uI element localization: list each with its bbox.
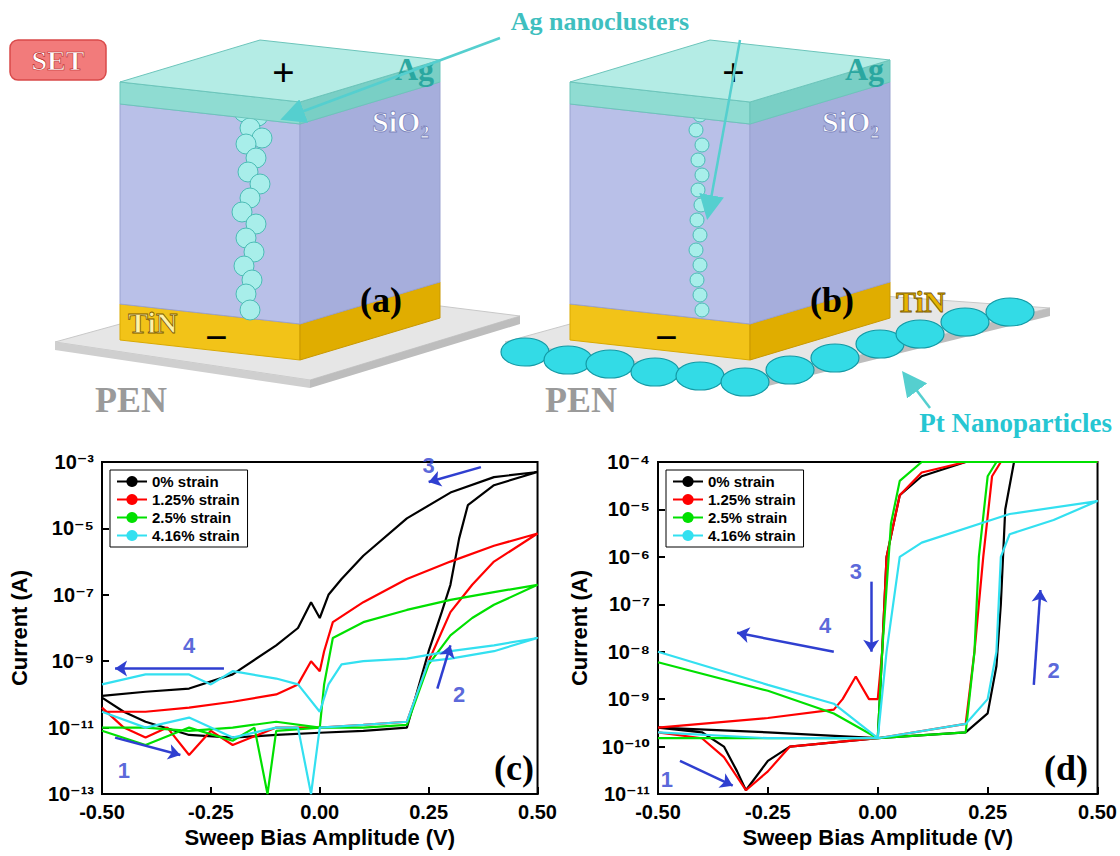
svg-text:0.00: 0.00 — [300, 801, 339, 823]
svg-text:0% strain: 0% strain — [708, 473, 775, 490]
svg-text:4.16% strain: 4.16% strain — [152, 527, 240, 544]
svg-text:0.25: 0.25 — [409, 801, 448, 823]
svg-text:PEN: PEN — [545, 380, 617, 420]
svg-text:10⁻⁵: 10⁻⁵ — [608, 498, 650, 520]
svg-text:Ag nanoclusters: Ag nanoclusters — [511, 7, 689, 36]
svg-text:Ag: Ag — [395, 51, 435, 87]
svg-text:4: 4 — [819, 613, 832, 638]
svg-text:4: 4 — [183, 633, 196, 658]
svg-text:Current (A): Current (A) — [567, 570, 592, 686]
svg-text:TiN: TiN — [896, 285, 946, 318]
svg-text:10⁻⁶: 10⁻⁶ — [608, 546, 650, 568]
svg-text:2: 2 — [1047, 658, 1059, 683]
svg-text:−: − — [205, 315, 228, 360]
svg-text:TiN: TiN — [128, 306, 178, 339]
svg-text:10⁻⁹: 10⁻⁹ — [608, 688, 650, 710]
svg-text:SiO₂: SiO₂ — [822, 105, 879, 138]
svg-text:10⁻⁷: 10⁻⁷ — [609, 593, 650, 615]
svg-text:SET: SET — [32, 45, 85, 76]
svg-text:10⁻¹³: 10⁻¹³ — [47, 783, 94, 805]
svg-text:1.25% strain: 1.25% strain — [708, 491, 796, 508]
svg-text:10⁻⁹: 10⁻⁹ — [52, 650, 94, 672]
svg-text:10⁻⁵: 10⁻⁵ — [52, 517, 94, 539]
svg-text:(c): (c) — [494, 748, 534, 788]
svg-text:Current (A): Current (A) — [7, 570, 32, 686]
svg-text:10⁻⁸: 10⁻⁸ — [608, 641, 650, 663]
svg-text:10⁻¹¹: 10⁻¹¹ — [603, 783, 650, 805]
svg-text:10⁻⁴: 10⁻⁴ — [607, 451, 650, 473]
svg-text:1.25% strain: 1.25% strain — [152, 491, 240, 508]
svg-text:4.16% strain: 4.16% strain — [708, 527, 796, 544]
svg-text:-0.50: -0.50 — [635, 801, 681, 823]
svg-text:Pt Nanoparticles: Pt Nanoparticles — [919, 408, 1112, 438]
svg-text:-0.25: -0.25 — [745, 801, 791, 823]
svg-text:-0.25: -0.25 — [188, 801, 234, 823]
svg-text:(b): (b) — [810, 280, 854, 320]
svg-text:10⁻¹¹: 10⁻¹¹ — [48, 717, 94, 739]
svg-text:−: − — [655, 315, 678, 360]
svg-text:1: 1 — [661, 767, 673, 792]
svg-text:(d): (d) — [1044, 748, 1088, 788]
svg-text:10⁻⁷: 10⁻⁷ — [53, 584, 94, 606]
svg-text:3: 3 — [850, 559, 862, 584]
svg-text:2.5% strain: 2.5% strain — [708, 509, 787, 526]
svg-text:(a): (a) — [360, 280, 402, 320]
svg-text:Sweep Bias Amplitude (V): Sweep Bias Amplitude (V) — [742, 825, 1013, 850]
svg-text:PEN: PEN — [95, 380, 167, 420]
svg-text:SiO₂: SiO₂ — [372, 105, 429, 138]
svg-text:3: 3 — [423, 453, 435, 478]
svg-text:0.50: 0.50 — [1078, 801, 1117, 823]
svg-text:0% strain: 0% strain — [152, 473, 219, 490]
svg-text:+: + — [272, 50, 295, 95]
svg-text:10⁻³: 10⁻³ — [55, 451, 95, 473]
svg-text:Ag: Ag — [845, 51, 884, 87]
svg-text:2.5% strain: 2.5% strain — [152, 509, 231, 526]
svg-text:10⁻¹⁰: 10⁻¹⁰ — [602, 736, 650, 758]
svg-text:0.50: 0.50 — [518, 801, 557, 823]
svg-text:Sweep Bias Amplitude (V): Sweep Bias Amplitude (V) — [184, 825, 455, 850]
svg-text:2: 2 — [453, 682, 465, 707]
svg-text:1: 1 — [118, 758, 130, 783]
svg-text:0.25: 0.25 — [968, 801, 1007, 823]
svg-text:0.00: 0.00 — [858, 801, 897, 823]
svg-text:-0.50: -0.50 — [79, 801, 125, 823]
